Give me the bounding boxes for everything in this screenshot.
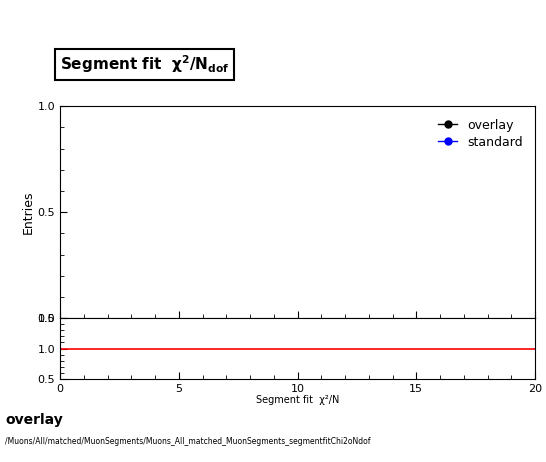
X-axis label: Segment fit  χ²/N: Segment fit χ²/N bbox=[256, 395, 339, 405]
Text: $\bf{Segment\ fit}$  $\bf{\chi^2/N_{dof}}$: $\bf{Segment\ fit}$ $\bf{\chi^2/N_{dof}}… bbox=[60, 53, 229, 75]
Text: /Muons/All/matched/MuonSegments/Muons_All_matched_MuonSegments_segmentfitChi2oNd: /Muons/All/matched/MuonSegments/Muons_Al… bbox=[5, 437, 371, 445]
Y-axis label: Entries: Entries bbox=[22, 190, 35, 234]
Text: overlay: overlay bbox=[5, 413, 63, 427]
Legend: overlay, standard: overlay, standard bbox=[432, 113, 529, 155]
